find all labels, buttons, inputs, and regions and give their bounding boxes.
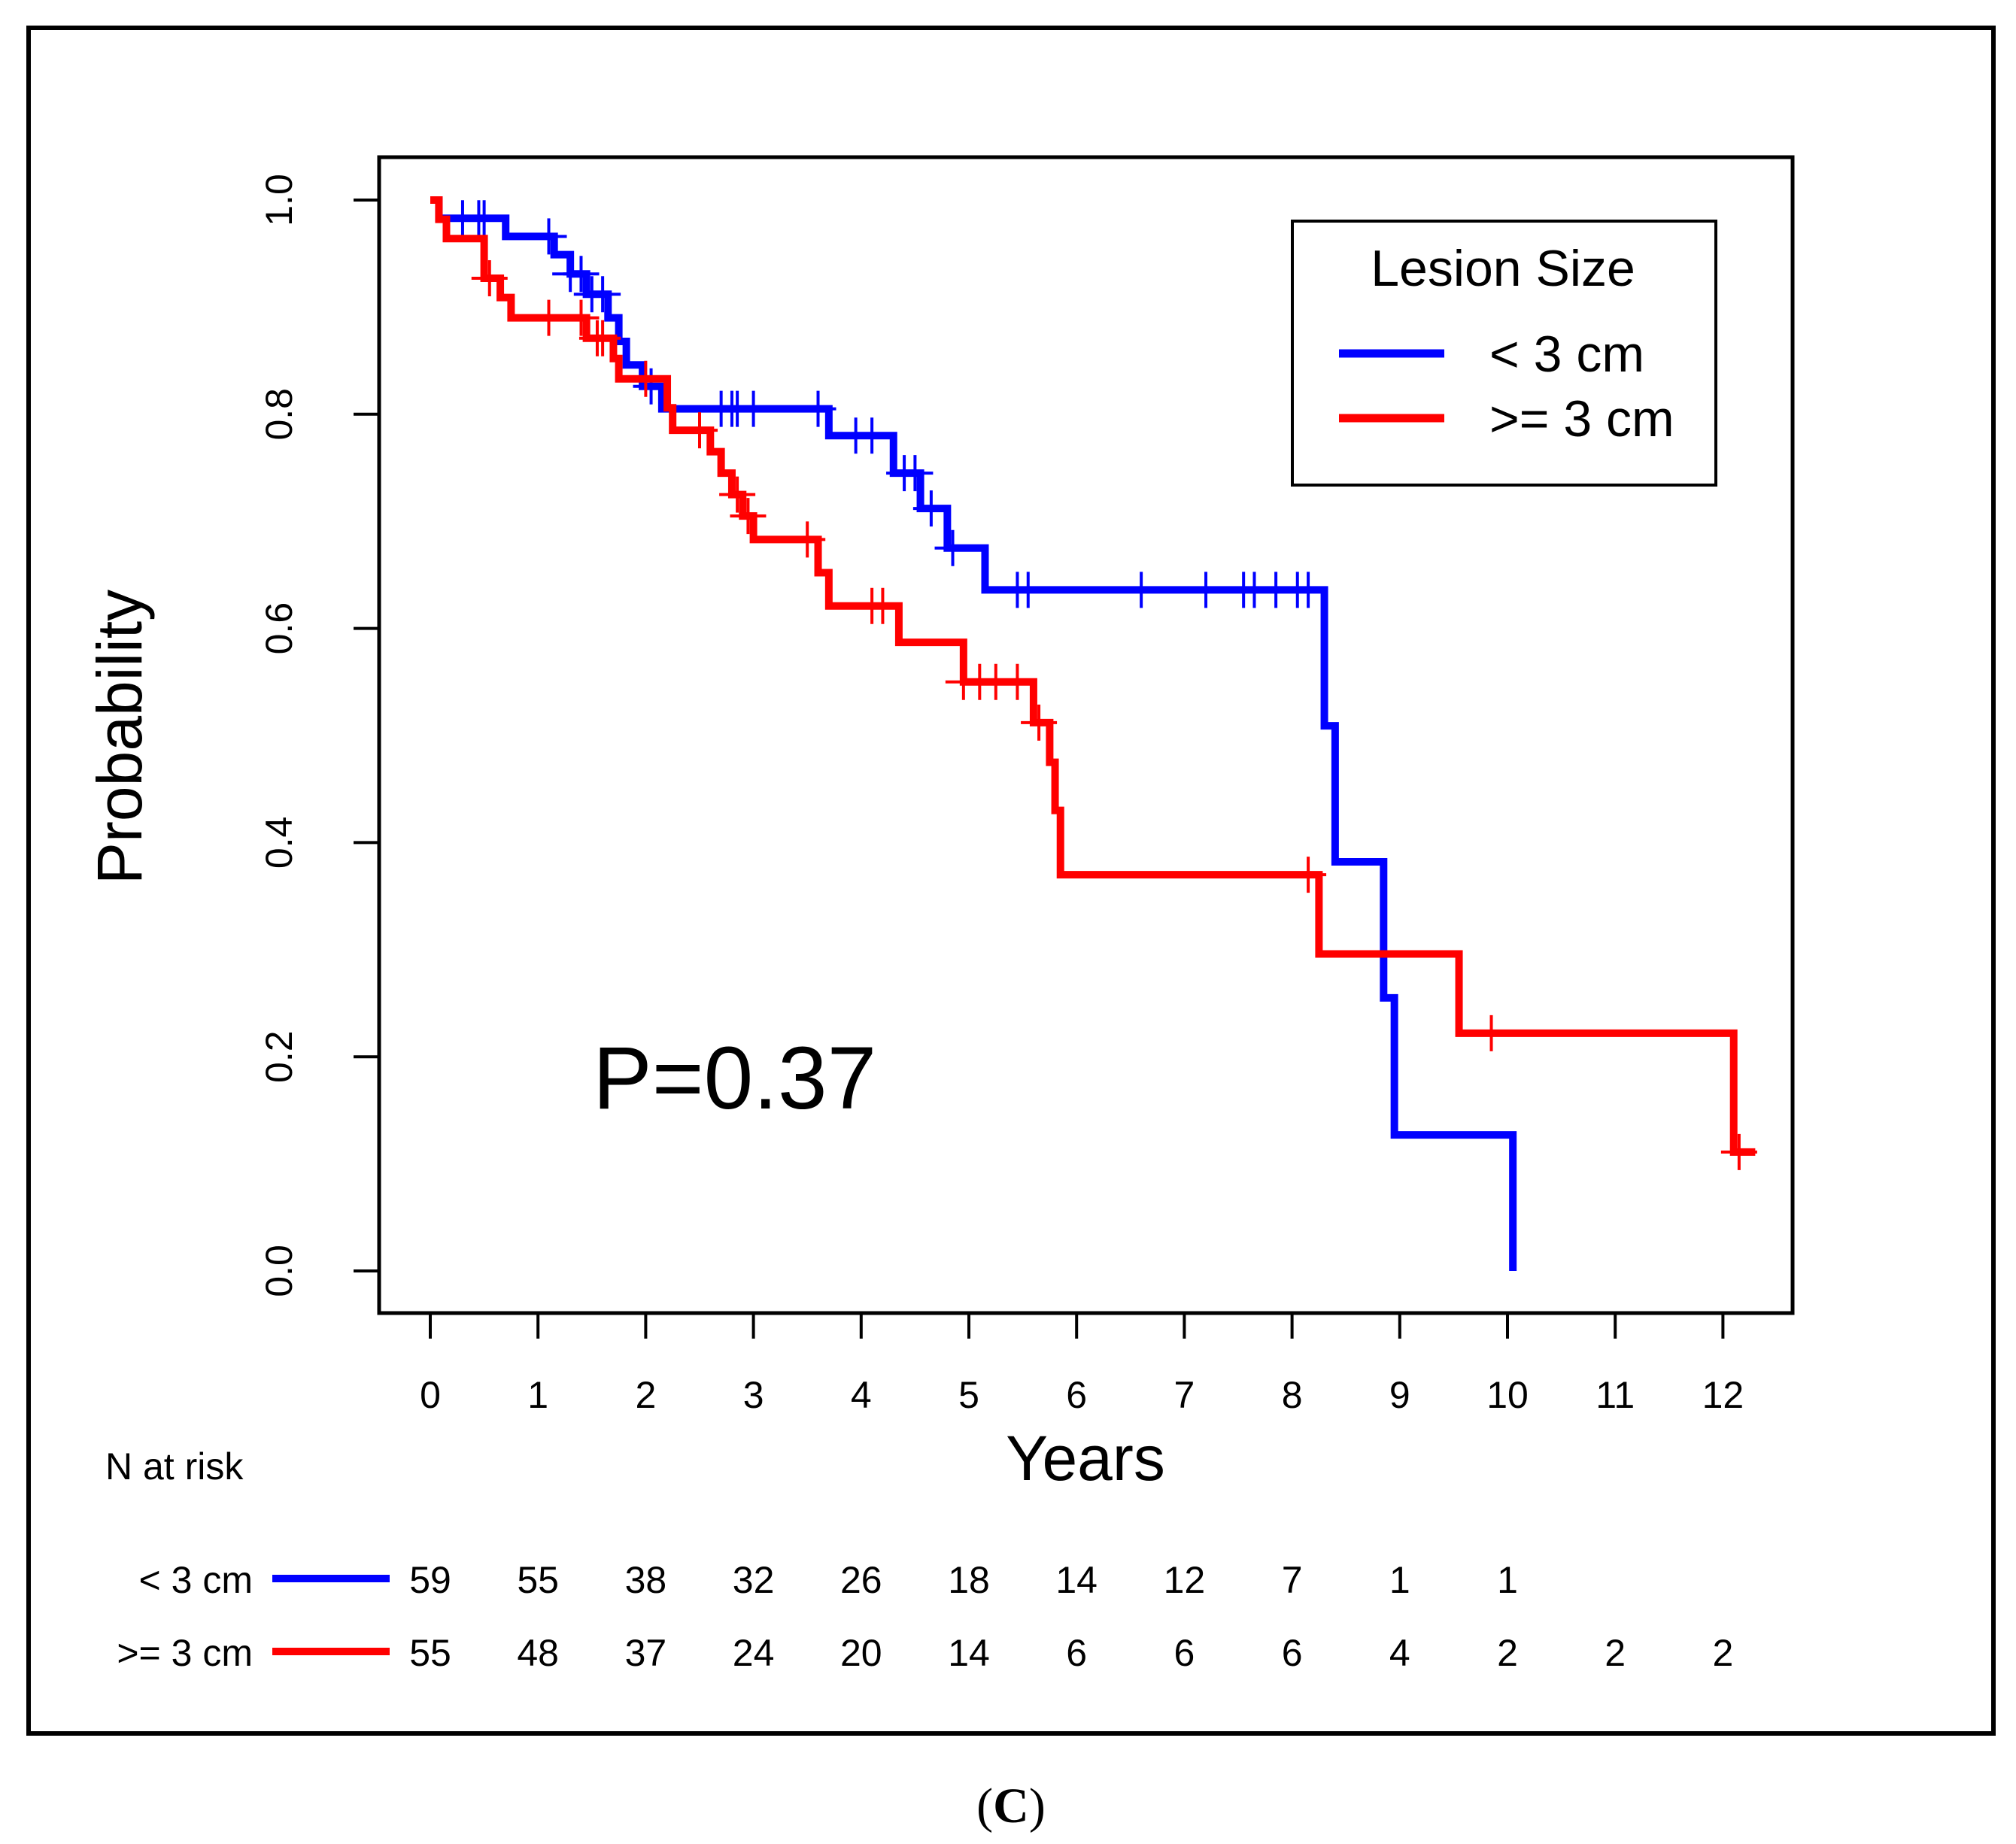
y-tick-label: 0.6 — [258, 602, 300, 655]
x-tick-label: 3 — [743, 1374, 764, 1416]
x-tick-label: 11 — [1595, 1374, 1635, 1416]
survival-curves — [430, 196, 1757, 1271]
x-tick-label: 0 — [420, 1374, 441, 1416]
risk-count: 55 — [517, 1559, 559, 1601]
risk-count: 1 — [1497, 1559, 1518, 1601]
risk-count: 2 — [1605, 1632, 1626, 1674]
risk-table: N at risk < 3 cm >= 3 cm 59 55 38 32 26 18 14 1… — [105, 1445, 1733, 1674]
risk-count: 38 — [625, 1559, 667, 1601]
risk-count: 14 — [1055, 1559, 1098, 1601]
y-tick-label: 1.0 — [258, 174, 300, 226]
risk-row-label-small: < 3 cm — [139, 1559, 253, 1601]
p-value-annotation: P=0.37 — [593, 1029, 876, 1128]
x-tick-label: 2 — [635, 1374, 656, 1416]
risk-count: 37 — [625, 1632, 667, 1674]
risk-count: 2 — [1497, 1632, 1518, 1674]
risk-table-title: N at risk — [105, 1445, 244, 1488]
x-tick-label: 1 — [527, 1374, 548, 1416]
risk-count: 18 — [948, 1559, 990, 1601]
legend-title: Lesion Size — [1371, 240, 1635, 297]
risk-count: 2 — [1712, 1632, 1733, 1674]
risk-count: 48 — [517, 1632, 559, 1674]
x-axis-title: Years — [1006, 1423, 1165, 1494]
x-axis: 0 1 2 3 4 5 6 7 8 9 10 11 12 — [420, 1312, 1744, 1416]
y-tick-label: 0.2 — [258, 1030, 300, 1083]
x-tick-label: 5 — [958, 1374, 979, 1416]
panel-label: (C) — [976, 1779, 1046, 1833]
x-tick-label: 10 — [1486, 1374, 1529, 1416]
figure-frame — [26, 26, 1996, 1736]
risk-count: 14 — [948, 1632, 990, 1674]
risk-count: 59 — [409, 1559, 451, 1601]
legend: Lesion Size < 3 cm >= 3 cm — [1291, 220, 1717, 487]
curve-small-lesion — [430, 196, 1517, 1271]
x-tick-label: 8 — [1282, 1374, 1303, 1416]
risk-count: 6 — [1173, 1632, 1195, 1674]
risk-count: 6 — [1282, 1632, 1303, 1674]
x-tick-label: 12 — [1702, 1374, 1744, 1416]
y-tick-label: 0.8 — [258, 388, 300, 441]
risk-count: 6 — [1066, 1632, 1087, 1674]
x-tick-label: 6 — [1066, 1374, 1087, 1416]
risk-count: 20 — [840, 1632, 882, 1674]
risk-count: 24 — [733, 1632, 775, 1674]
legend-label-large: >= 3 cm — [1489, 390, 1674, 447]
risk-count: 26 — [840, 1559, 882, 1601]
risk-count: 55 — [409, 1632, 451, 1674]
risk-count: 1 — [1389, 1559, 1410, 1601]
risk-count: 12 — [1164, 1559, 1206, 1601]
risk-count: 7 — [1282, 1559, 1303, 1601]
x-tick-label: 9 — [1389, 1374, 1410, 1416]
risk-count: 4 — [1389, 1632, 1410, 1674]
y-tick-label: 0.4 — [258, 817, 300, 869]
x-tick-label: 4 — [851, 1374, 872, 1416]
legend-label-small: < 3 cm — [1489, 326, 1644, 383]
y-tick-label: 0.0 — [258, 1245, 300, 1297]
risk-row-label-large: >= 3 cm — [117, 1632, 253, 1674]
risk-count: 32 — [733, 1559, 775, 1601]
y-axis-title: Probability — [84, 590, 155, 884]
x-tick-label: 7 — [1173, 1374, 1195, 1416]
y-axis: 0.0 0.2 0.4 0.6 0.8 1.0 — [258, 174, 381, 1297]
